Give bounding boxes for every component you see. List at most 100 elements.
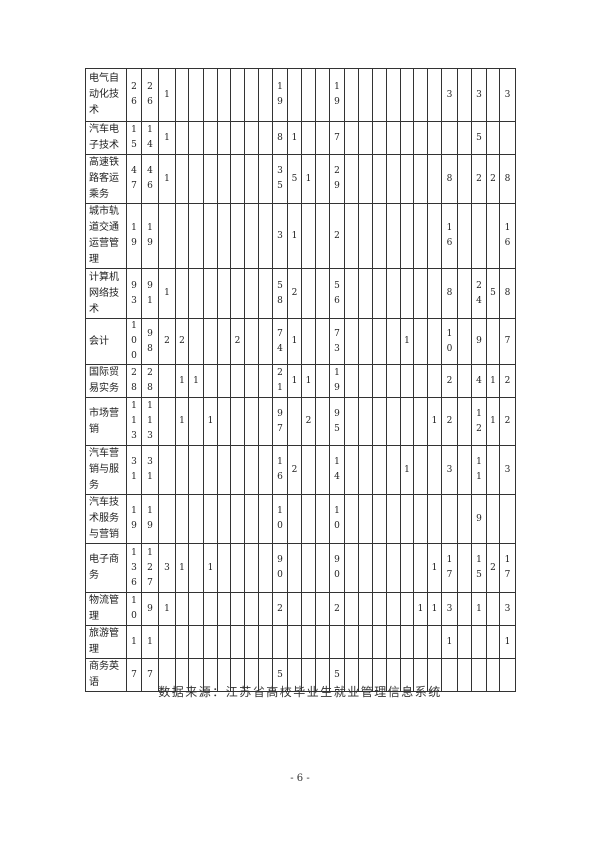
value-cell bbox=[244, 154, 259, 204]
value-cell: 113 bbox=[126, 397, 142, 446]
value-cell bbox=[358, 68, 373, 122]
value-cell: 31 bbox=[126, 445, 142, 495]
value-cell bbox=[217, 592, 231, 626]
value-cell: 10 bbox=[329, 494, 345, 544]
value-cell: 1 bbox=[158, 268, 176, 319]
value-cell bbox=[344, 203, 359, 269]
value-cell bbox=[230, 397, 245, 446]
cell-value: 2 bbox=[446, 375, 453, 386]
cell-value: 7 bbox=[147, 669, 153, 680]
value-cell bbox=[258, 154, 273, 204]
cell-value: 1 bbox=[291, 132, 298, 143]
value-cell bbox=[413, 397, 428, 446]
cell-value: 10 bbox=[131, 596, 137, 621]
value-cell bbox=[344, 121, 359, 155]
cell-value: 100 bbox=[131, 321, 137, 361]
value-cell bbox=[272, 625, 288, 659]
value-cell bbox=[315, 154, 330, 204]
cell-value: 12 bbox=[476, 408, 482, 434]
cell-value: 1 bbox=[404, 336, 410, 346]
value-cell: 1 bbox=[301, 364, 316, 398]
cell-value: 3 bbox=[446, 464, 453, 475]
value-cell bbox=[400, 268, 414, 319]
value-cell bbox=[175, 154, 189, 204]
table-row: 物流管理 10 9 1 2 2 1 1 3 1 3 bbox=[85, 592, 516, 626]
value-cell: 113 bbox=[141, 397, 159, 446]
value-cell bbox=[315, 494, 330, 544]
cell-value: 7 bbox=[504, 336, 511, 346]
cell-value: 1 bbox=[164, 173, 170, 184]
value-cell bbox=[244, 543, 259, 593]
value-cell bbox=[372, 494, 387, 544]
value-cell bbox=[427, 154, 442, 204]
cell-value: 2 bbox=[234, 336, 241, 346]
value-cell bbox=[258, 364, 273, 398]
value-cell bbox=[400, 625, 414, 659]
value-cell bbox=[244, 592, 259, 626]
cell-value: 1 bbox=[431, 416, 438, 426]
value-cell bbox=[344, 318, 359, 365]
value-cell bbox=[230, 154, 245, 204]
value-cell: 2 bbox=[441, 397, 458, 446]
cell-value: 1 bbox=[207, 416, 214, 426]
value-cell bbox=[386, 543, 401, 593]
cell-value: 2 bbox=[490, 173, 496, 184]
value-cell: 7 bbox=[499, 318, 516, 365]
value-cell: 93 bbox=[126, 268, 142, 319]
value-cell: 19 bbox=[126, 494, 142, 544]
value-cell: 3 bbox=[441, 592, 458, 626]
table-row: 会计 100 98 2 2 2 74 1 73 1 10 9 7 bbox=[85, 318, 516, 365]
value-cell bbox=[315, 625, 330, 659]
value-cell bbox=[203, 203, 218, 269]
value-cell bbox=[258, 625, 273, 659]
value-cell bbox=[301, 592, 316, 626]
value-cell bbox=[427, 445, 442, 495]
value-cell bbox=[287, 68, 302, 122]
cell-value: 1 bbox=[291, 375, 298, 386]
cell-value: 98 bbox=[147, 328, 153, 354]
value-cell bbox=[217, 364, 231, 398]
value-cell bbox=[203, 154, 218, 204]
value-cell bbox=[217, 318, 231, 365]
major-name-cell: 电气自动化技术 bbox=[85, 68, 127, 122]
value-cell bbox=[386, 445, 401, 495]
value-cell: 1 bbox=[158, 68, 176, 122]
value-cell: 1 bbox=[427, 592, 442, 626]
value-cell bbox=[287, 592, 302, 626]
cell-value: 1 bbox=[404, 464, 410, 475]
value-cell bbox=[301, 494, 316, 544]
value-cell bbox=[244, 203, 259, 269]
cell-value: 2 bbox=[305, 416, 312, 426]
value-cell bbox=[358, 592, 373, 626]
value-cell: 1 bbox=[471, 592, 487, 626]
value-cell: 47 bbox=[126, 154, 142, 204]
value-cell bbox=[217, 268, 231, 319]
value-cell: 8 bbox=[441, 268, 458, 319]
value-cell bbox=[188, 445, 204, 495]
value-cell bbox=[188, 397, 204, 446]
cell-value: 1 bbox=[490, 375, 496, 386]
value-cell: 2 bbox=[287, 268, 302, 319]
value-cell: 3 bbox=[499, 445, 516, 495]
cell-value: 1 bbox=[164, 288, 170, 298]
value-cell bbox=[457, 494, 472, 544]
cell-value: 17 bbox=[446, 555, 453, 580]
value-cell bbox=[258, 494, 273, 544]
cell-value: 35 bbox=[277, 166, 283, 191]
value-cell bbox=[486, 121, 500, 155]
cell-value: 3 bbox=[446, 603, 453, 614]
value-cell bbox=[203, 268, 218, 319]
value-cell bbox=[457, 625, 472, 659]
value-cell bbox=[203, 121, 218, 155]
value-cell: 2 bbox=[486, 154, 500, 204]
cell-value: 73 bbox=[334, 328, 340, 354]
value-cell bbox=[358, 121, 373, 155]
cell-value: 1 bbox=[179, 375, 185, 386]
value-cell bbox=[244, 68, 259, 122]
cell-value: 74 bbox=[277, 328, 283, 354]
cell-value: 31 bbox=[147, 457, 153, 482]
cell-value: 10 bbox=[446, 328, 453, 354]
value-cell bbox=[230, 543, 245, 593]
value-cell bbox=[217, 445, 231, 495]
value-cell bbox=[471, 625, 487, 659]
